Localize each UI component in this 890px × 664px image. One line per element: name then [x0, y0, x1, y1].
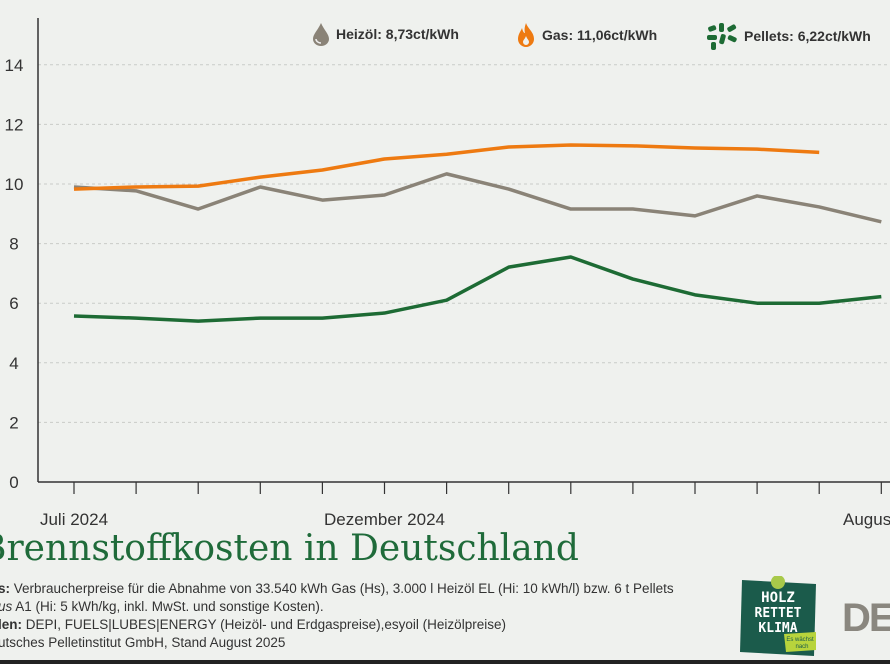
- legend-item-pellets: Pellets: 6,22ct/kWh: [706, 22, 871, 50]
- y-tick-label: 2: [9, 413, 18, 432]
- footnote-italic: us: [0, 599, 13, 614]
- depi-logo: DE: [842, 596, 890, 640]
- legend-item-heizoel: Heizöl: 8,73ct/kWh: [312, 22, 459, 46]
- series-line-pellets: [73, 255, 882, 323]
- svg-text:RETTET: RETTET: [755, 606, 802, 621]
- footnote-line-1: s: Verbraucherpreise für die Abnahme von…: [0, 581, 674, 596]
- svg-text:nach: nach: [795, 644, 808, 650]
- x-tick-label: Juli 2024: [40, 510, 108, 529]
- legend-item-gas: Gas: 11,06ct/kWh: [516, 22, 657, 48]
- footnote-line-2: us A1 (Hi: 5 kWh/kg, inkl. MwSt. und son…: [0, 599, 324, 614]
- legend-label-gas: Gas: 11,06ct/kWh: [542, 27, 658, 43]
- y-tick-label: 8: [9, 235, 18, 254]
- flame-icon: [518, 23, 534, 47]
- copyright-line: utsches Pelletinstitut GmbH, Stand Augus…: [0, 635, 286, 650]
- legend-label-pellets: Pellets: 6,22ct/kWh: [744, 28, 871, 44]
- bottom-border: [0, 660, 890, 664]
- line-chart: 0 2 4 6 8 10 12 14 Juli 2024 Dezember 2024 August …: [5, 18, 890, 529]
- footnote-text: Verbraucherpreise für die Abnahme von 33…: [10, 581, 674, 596]
- sources-line: len: DEPI, FUELS|LUBES|ENERGY (Heizöl- u…: [0, 617, 506, 632]
- chart-title: Brennstoffkosten in Deutschland: [0, 528, 579, 569]
- y-tick-label: 4: [9, 354, 18, 373]
- series-line-heizöl: [73, 172, 882, 224]
- svg-text:Es wächst: Es wächst: [786, 637, 814, 643]
- oil-drop-icon: [313, 23, 329, 46]
- pellets-icon: [707, 23, 737, 50]
- legend-label-heizoel: Heizöl: 8,73ct/kWh: [336, 26, 459, 42]
- x-tick-label: August 20: [843, 510, 890, 529]
- series-line-gas: [73, 143, 820, 191]
- y-tick-label: 0: [9, 473, 18, 492]
- y-tick-label: 14: [5, 56, 24, 75]
- sources-text: DEPI, FUELS|LUBES|ENERGY (Heizöl- und Er…: [22, 617, 506, 632]
- svg-text:KLIMA: KLIMA: [758, 621, 797, 636]
- svg-text:HOLZ: HOLZ: [761, 590, 795, 606]
- sources-label: len:: [0, 617, 23, 632]
- y-tick-label: 6: [9, 294, 18, 313]
- x-tick-label: Dezember 2024: [324, 510, 445, 529]
- y-tick-label: 12: [5, 115, 24, 134]
- holz-rettet-klima-logo: HOLZ RETTET KLIMA Es wächst nach: [740, 576, 816, 656]
- y-tick-label: 10: [5, 175, 24, 194]
- footnote-text: A1 (Hi: 5 kWh/kg, inkl. MwSt. und sonsti…: [12, 599, 324, 614]
- footnote-label: s:: [0, 581, 11, 596]
